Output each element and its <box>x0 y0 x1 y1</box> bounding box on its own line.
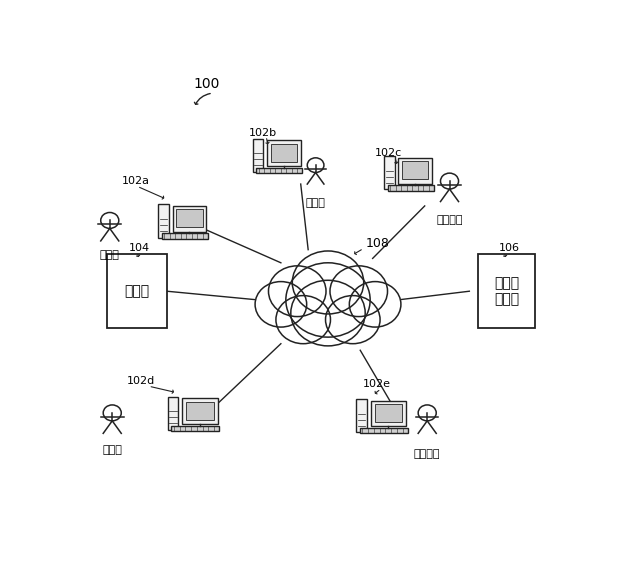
Circle shape <box>349 282 401 327</box>
FancyBboxPatch shape <box>371 400 406 427</box>
FancyBboxPatch shape <box>162 233 208 239</box>
FancyBboxPatch shape <box>478 254 535 328</box>
FancyBboxPatch shape <box>271 144 297 162</box>
Text: サーバ: サーバ <box>124 284 150 298</box>
FancyBboxPatch shape <box>356 399 367 432</box>
Circle shape <box>286 263 370 337</box>
Circle shape <box>330 266 388 316</box>
FancyBboxPatch shape <box>108 254 167 328</box>
Text: ゲート
ウェイ: ゲート ウェイ <box>494 276 519 306</box>
FancyBboxPatch shape <box>186 402 214 420</box>
FancyBboxPatch shape <box>172 426 220 431</box>
Text: 102b: 102b <box>249 128 276 138</box>
Text: 102c: 102c <box>375 148 403 158</box>
Text: ジョー: ジョー <box>100 250 120 260</box>
Circle shape <box>276 295 330 344</box>
Circle shape <box>292 251 364 314</box>
FancyBboxPatch shape <box>257 168 302 173</box>
Text: アラン: アラン <box>306 198 326 208</box>
Text: 102a: 102a <box>122 176 150 186</box>
Text: メアリー: メアリー <box>414 449 440 458</box>
FancyBboxPatch shape <box>384 156 395 190</box>
Text: 102d: 102d <box>127 377 156 386</box>
FancyBboxPatch shape <box>402 161 428 179</box>
FancyBboxPatch shape <box>173 206 207 232</box>
Circle shape <box>255 282 307 327</box>
FancyBboxPatch shape <box>253 139 263 172</box>
Text: コリン: コリン <box>102 445 122 455</box>
FancyBboxPatch shape <box>176 210 203 227</box>
FancyBboxPatch shape <box>374 404 403 422</box>
Text: ジェーン: ジェーン <box>436 215 463 225</box>
Text: 106: 106 <box>499 243 520 253</box>
FancyBboxPatch shape <box>398 158 432 183</box>
FancyBboxPatch shape <box>267 140 301 166</box>
Circle shape <box>326 295 380 344</box>
FancyBboxPatch shape <box>159 204 169 237</box>
FancyBboxPatch shape <box>168 397 179 430</box>
Text: 102e: 102e <box>363 379 390 390</box>
FancyBboxPatch shape <box>182 399 218 424</box>
Text: 100: 100 <box>193 77 220 91</box>
Circle shape <box>291 280 365 346</box>
FancyBboxPatch shape <box>360 428 408 433</box>
Text: 108: 108 <box>365 237 389 249</box>
Text: 104: 104 <box>129 243 150 253</box>
FancyBboxPatch shape <box>388 185 434 191</box>
Circle shape <box>269 266 326 316</box>
